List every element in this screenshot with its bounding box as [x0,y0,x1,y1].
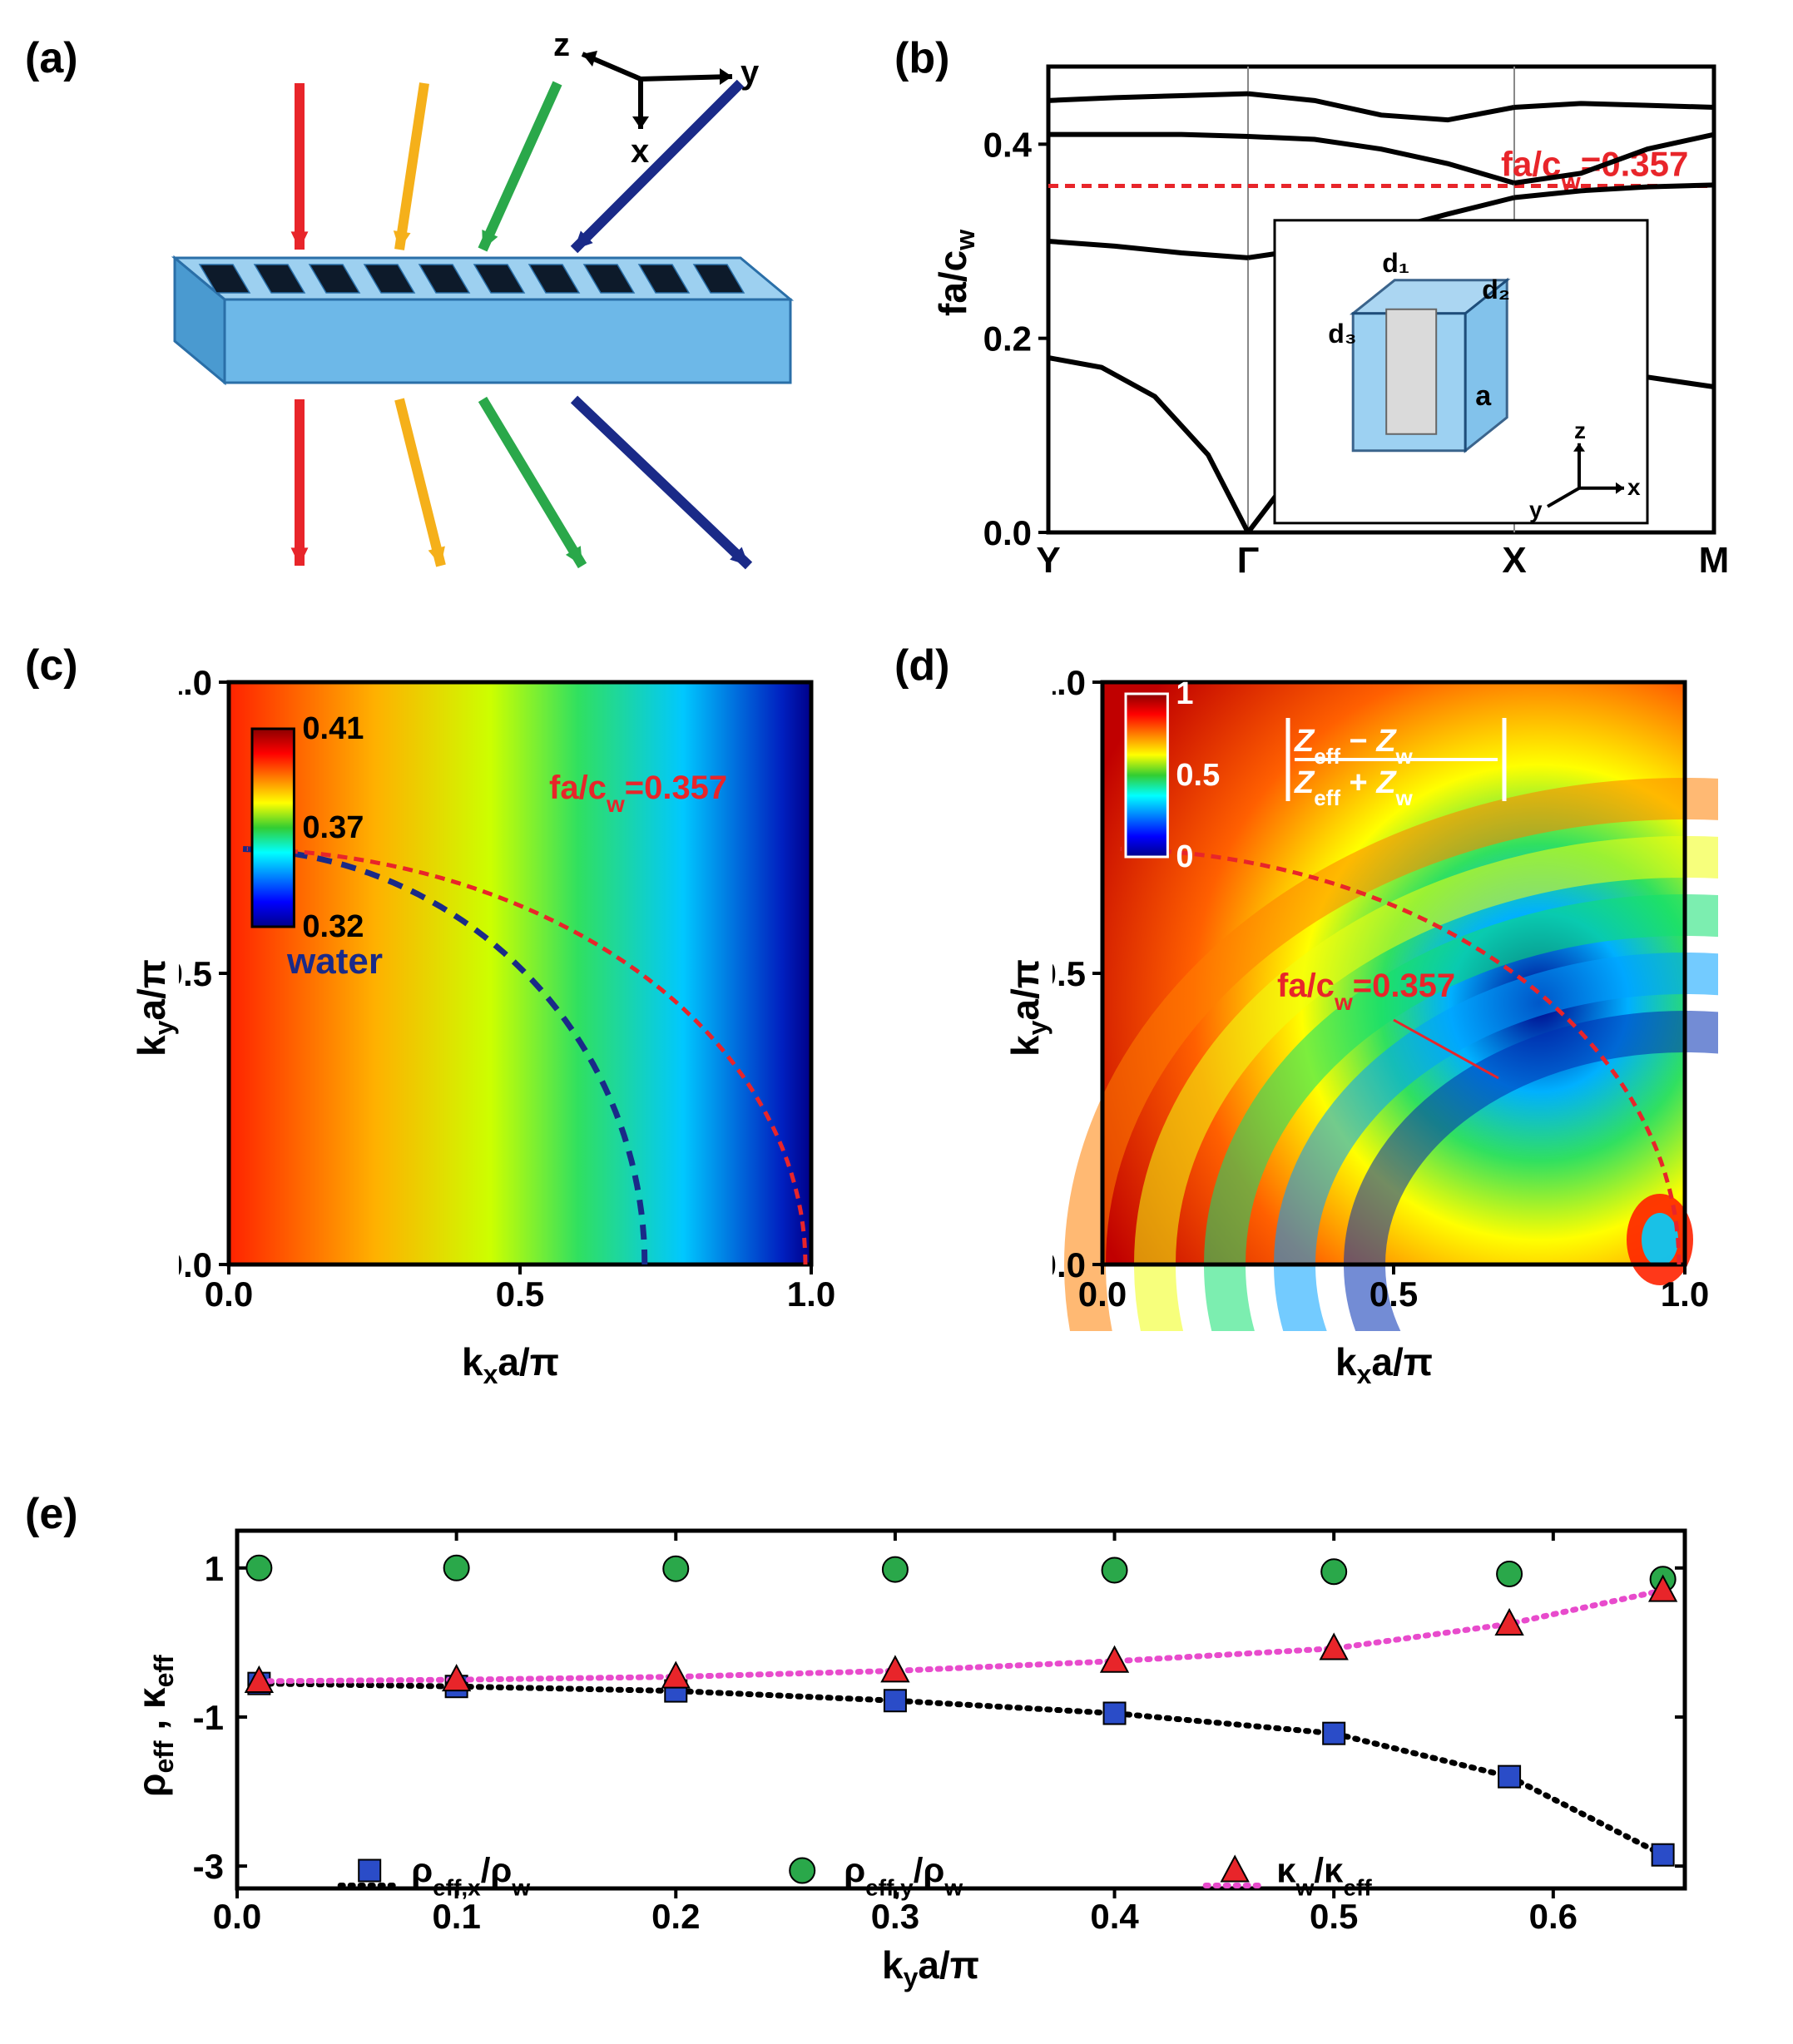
svg-text:κw/κeff: κw/κeff [1276,1851,1372,1901]
svg-text:ρeff,x/ρw: ρeff,x/ρw [411,1851,530,1901]
svg-text:0.5: 0.5 [1176,758,1220,793]
panel-c: 0.00.51.00.00.51.0 0.320.370.41 water fa… [179,666,844,1331]
panel-c-label: (c) [25,641,78,690]
panel-b-label: (b) [894,33,949,83]
svg-text:0.2: 0.2 [983,319,1032,359]
panel-d-label: (d) [894,641,949,690]
panel-d: 0.00.51.00.00.51.0 00.51 Zeff − ZwZeff +… [1053,666,1718,1331]
svg-text:0.37: 0.37 [302,810,364,845]
svg-text:0.4: 0.4 [1090,1897,1139,1936]
panel-a: y z x [92,33,857,599]
panel-b-ylabel: fa/cw [930,230,981,316]
svg-text:1: 1 [205,1549,224,1588]
svg-text:0.5: 0.5 [1370,1274,1418,1314]
svg-text:y: y [1529,497,1543,522]
svg-text:M: M [1699,540,1730,581]
svg-text:0.5: 0.5 [179,954,212,993]
svg-text:0.1: 0.1 [432,1897,480,1936]
svg-text:d₃: d₃ [1328,319,1356,349]
svg-text:0.2: 0.2 [651,1897,700,1936]
svg-text:0.6: 0.6 [1529,1897,1578,1936]
svg-text:d₁: d₁ [1382,248,1409,278]
svg-text:1.0: 1.0 [1661,1274,1709,1314]
svg-text:1.0: 1.0 [179,666,212,702]
svg-text:z: z [1574,418,1586,443]
panel-a-label: (a) [25,33,78,83]
svg-text:X: X [1502,540,1526,581]
panel-e: 0.0 0.1 0.2 0.3 0.4 0.5 0.6 -3 -1 1 ρeff,x/ρw ρeff… [179,1514,1718,1963]
svg-text:a: a [1475,380,1492,412]
svg-text:1.0: 1.0 [787,1274,835,1314]
svg-text:0.5: 0.5 [496,1274,544,1314]
svg-text:0.5: 0.5 [1053,954,1086,993]
panel-d-ylabel: kya/π [1003,959,1053,1057]
svg-text:0.0: 0.0 [179,1245,212,1284]
panel-c-ylabel: kya/π [129,959,180,1057]
svg-text:ρeff,y/ρw: ρeff,y/ρw [844,1851,963,1901]
svg-text:0: 0 [1176,839,1193,874]
svg-text:0.5: 0.5 [1310,1897,1358,1936]
svg-text:water: water [286,941,383,982]
svg-text:0.0: 0.0 [213,1897,261,1936]
svg-text:0.4: 0.4 [983,125,1033,164]
svg-text:Y: Y [1036,540,1060,581]
svg-text:0.0: 0.0 [1053,1245,1086,1284]
svg-text:-3: -3 [193,1847,224,1886]
svg-text:0.32: 0.32 [302,909,364,944]
svg-text:x: x [1627,474,1641,500]
svg-text:0.3: 0.3 [871,1897,919,1936]
arrows-transmitted [291,399,749,566]
svg-text:d₂: d₂ [1482,275,1510,304]
svg-text:Γ: Γ [1237,540,1259,581]
svg-text:x: x [631,133,649,170]
panel-e-ylabel: ρeff , κeff [129,1655,180,1797]
svg-text:0.41: 0.41 [302,711,364,746]
panel-c-xlabel: kxa/π [462,1339,559,1390]
svg-text:y: y [740,54,760,91]
panel-e-label: (e) [25,1489,78,1539]
panel-b: 0.00.20.4 YΓXM fa/cw=0.357 d₁d₂d₃axzy [982,50,1731,582]
svg-text:-1: -1 [193,1698,224,1737]
panel-d-xlabel: kxa/π [1335,1339,1433,1390]
slab-schematic [175,258,790,383]
svg-text:1.0: 1.0 [1053,666,1086,702]
svg-text:z: z [553,33,570,63]
svg-text:1: 1 [1176,676,1193,711]
svg-text:0.0: 0.0 [983,513,1032,552]
arrows-incident [291,83,740,250]
panel-e-xlabel: kya/π [882,1943,979,1993]
